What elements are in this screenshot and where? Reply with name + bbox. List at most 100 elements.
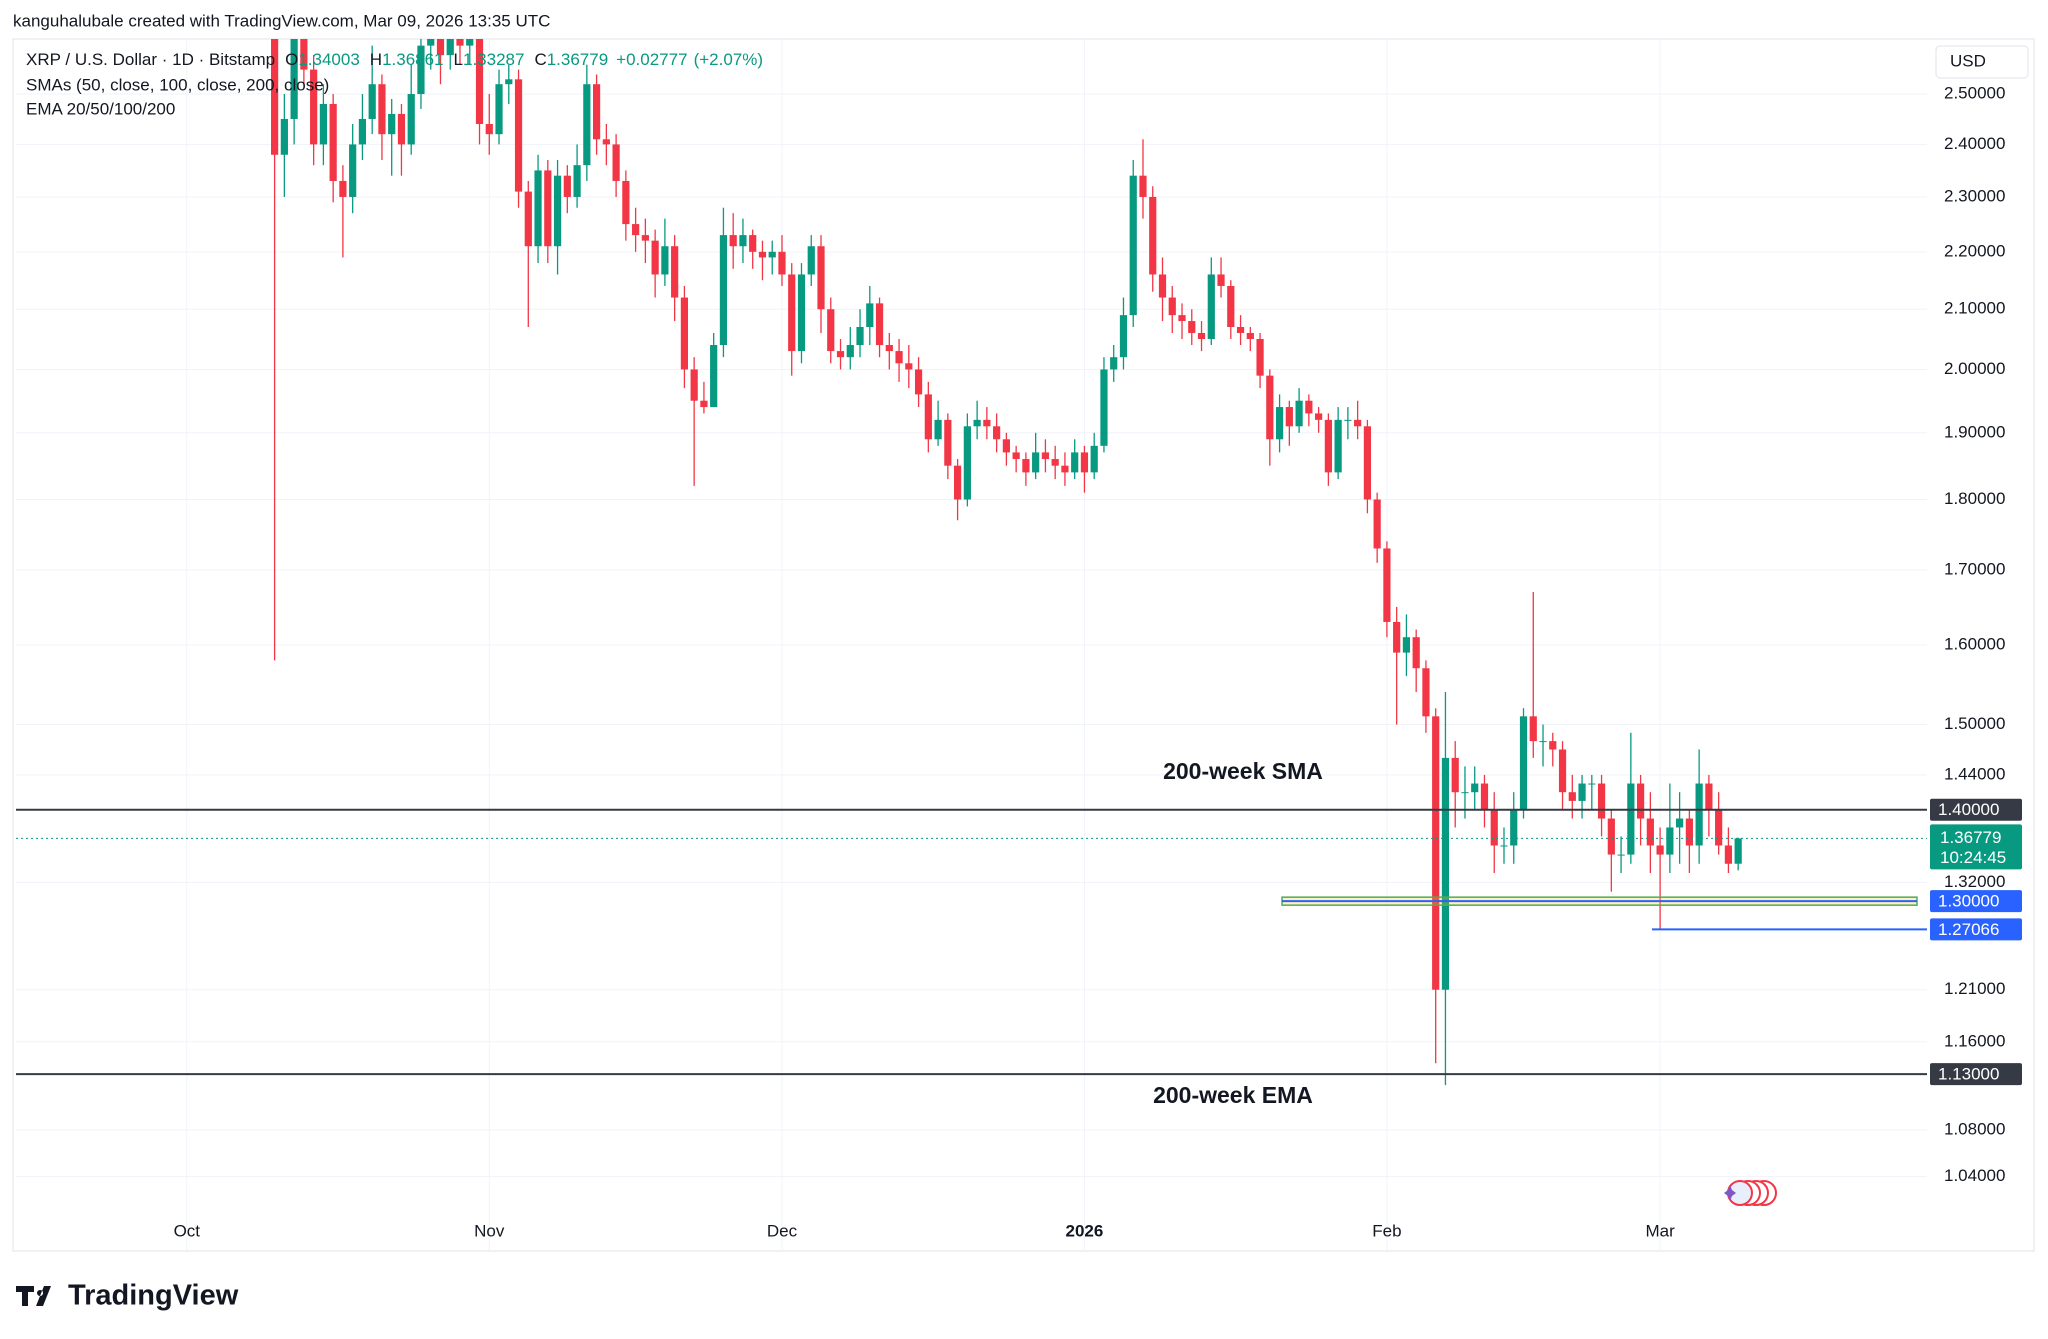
ohlc-key: O (285, 50, 298, 69)
ohlc-value: 1.36861 (382, 50, 443, 69)
candle-body (680, 297, 689, 370)
events-icon[interactable] (1724, 1180, 1777, 1206)
candle-body (534, 170, 542, 247)
candle-body (768, 251, 776, 258)
candle-body (1412, 637, 1420, 669)
candle-body (1266, 375, 1274, 440)
candle-body (446, 39, 454, 56)
candle-body (388, 113, 396, 135)
candle-body (1715, 809, 1723, 846)
x-tick-label: Mar (1645, 1221, 1675, 1240)
candle-body (1363, 426, 1371, 500)
indicator-label[interactable]: SMAs (50, close, 100, close, 200, close) (26, 75, 329, 94)
candle-body (1315, 413, 1323, 420)
last-price-label: 1.36779 (1940, 828, 2001, 847)
ohlc-key: C (534, 50, 546, 69)
ohlc-key: H (370, 50, 382, 69)
ohlc-value: 1.34003 (298, 50, 359, 69)
candle-body (1549, 741, 1557, 750)
candle-body (1197, 332, 1206, 339)
candle-body (817, 246, 825, 310)
candle-body (563, 175, 571, 197)
candle-body (749, 235, 757, 252)
annotation: 200-week SMA (1163, 758, 1323, 784)
candle-body (592, 84, 601, 140)
candle-body (1149, 196, 1157, 275)
candle-body (505, 79, 513, 85)
currency-button[interactable] (1935, 45, 2029, 79)
candle-body (1685, 818, 1693, 846)
candle-body (846, 345, 854, 358)
candle-body (1597, 783, 1606, 819)
candle-body (944, 419, 952, 466)
logo-mark (16, 1286, 51, 1306)
candle-body (1178, 315, 1186, 322)
candle-body (1012, 452, 1020, 460)
candle-body (1158, 274, 1167, 298)
candle-body (1188, 321, 1196, 333)
candle-body (1246, 332, 1254, 339)
candle-body (632, 224, 640, 236)
candle-body (1139, 175, 1147, 197)
overlay: 2.50000 2.40000 2.30000 2.20000 2.10000 2.000… (16, 84, 2022, 1240)
change-pct: (+2.07%) (694, 50, 763, 69)
candle-body (300, 39, 308, 70)
candle-body (1217, 274, 1225, 286)
annotation: 200-week EMA (1153, 1082, 1313, 1108)
candle-body (963, 426, 971, 500)
candle-body (807, 246, 815, 275)
price-tag-label: 1.40000 (1938, 800, 1999, 819)
candle-body (427, 39, 435, 46)
candle-body (1051, 459, 1059, 466)
candle-body (280, 118, 288, 155)
logo: TradingView (16, 1280, 239, 1312)
candle-body (1324, 419, 1332, 473)
currency-label[interactable]: USD (1950, 51, 1986, 70)
candle-body (397, 113, 406, 145)
candle-body (690, 369, 698, 401)
candle-body (641, 235, 649, 241)
candle-body (1305, 400, 1313, 414)
candle-body (856, 326, 864, 346)
candle-body (827, 309, 835, 352)
candle-body (1383, 548, 1391, 622)
candle-body (788, 274, 796, 352)
candle-body (1071, 452, 1079, 473)
y-tick-label: 2.40000 (1944, 134, 2005, 153)
y-tick-label: 1.60000 (1944, 634, 2005, 653)
price-tag (1930, 918, 2022, 941)
y-tick-label: 1.08000 (1944, 1119, 2005, 1138)
candle-body (905, 363, 913, 370)
price-tag (1930, 798, 2022, 821)
candle-body (1480, 783, 1489, 810)
candle-body (319, 103, 327, 145)
candle-body (797, 274, 806, 352)
candle-body (1578, 783, 1586, 801)
candle-body (1090, 445, 1098, 473)
indicator-label[interactable]: EMA 20/50/100/200 (26, 99, 175, 118)
y-tick-label: 1.80000 (1944, 489, 2005, 508)
candle-body (924, 394, 932, 440)
candle-body (700, 400, 708, 408)
candle-body (671, 246, 679, 298)
candle-body (1032, 452, 1040, 473)
candle-body (573, 165, 581, 197)
y-tick-label: 2.00000 (1944, 359, 2005, 378)
candle-body (436, 39, 445, 56)
candle-body (1022, 459, 1030, 473)
candle-body (544, 170, 552, 247)
candle-body (1510, 809, 1518, 846)
candle-body (1119, 315, 1128, 358)
candle-body (1207, 274, 1215, 339)
x-tick-label: Oct (174, 1221, 201, 1240)
ohlc-value: 1.33287 (463, 50, 524, 69)
candle-body (310, 69, 318, 145)
y-tick-label: 1.44000 (1944, 764, 2005, 783)
candle-body (368, 84, 376, 119)
y-tick-label: 2.50000 (1944, 84, 2005, 103)
candle-body (1636, 783, 1645, 819)
last-price-tag (1930, 824, 2022, 870)
y-tick-label: 1.32000 (1944, 872, 2005, 891)
candle-body (875, 303, 884, 346)
y-tick-label: 1.04000 (1944, 1166, 2005, 1185)
